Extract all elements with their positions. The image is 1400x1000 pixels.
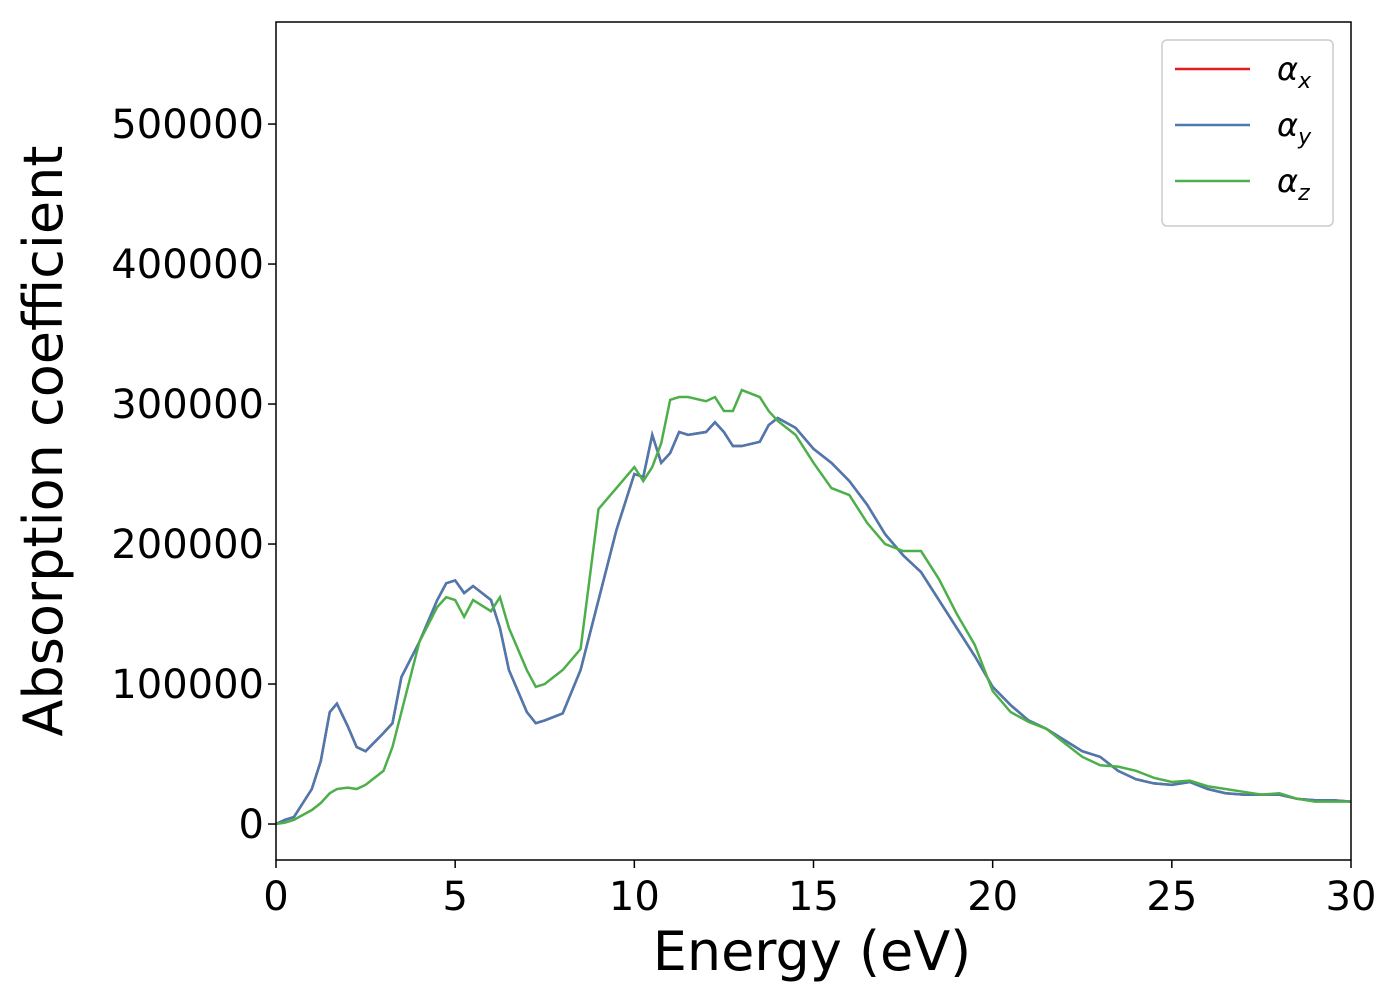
y-tick-label: 0	[239, 802, 264, 848]
x-axis-label: Energy (eV)	[653, 920, 972, 983]
x-tick-label: 5	[442, 874, 467, 920]
x-tick-label: 0	[263, 874, 288, 920]
y-tick-label: 100000	[111, 662, 264, 708]
series-line	[275, 416, 1352, 826]
y-tick-label: 300000	[111, 382, 264, 428]
legend-box	[1161, 39, 1334, 227]
x-tick-label: 10	[609, 874, 660, 920]
x-tick-label: 30	[1326, 874, 1377, 920]
series-line	[275, 416, 1352, 826]
y-tick-label: 500000	[111, 102, 264, 148]
series-line	[275, 388, 1351, 826]
y-tick-label: 200000	[111, 522, 264, 568]
x-tick-label: 25	[1146, 874, 1197, 920]
legend-label: αz	[1277, 162, 1310, 206]
y-tick-label: 400000	[111, 242, 264, 288]
y-axis-label: Absorption coefficient	[12, 146, 75, 737]
x-tick-label: 15	[788, 874, 839, 920]
plot-frame	[275, 21, 1352, 861]
x-tick-label: 20	[967, 874, 1018, 920]
